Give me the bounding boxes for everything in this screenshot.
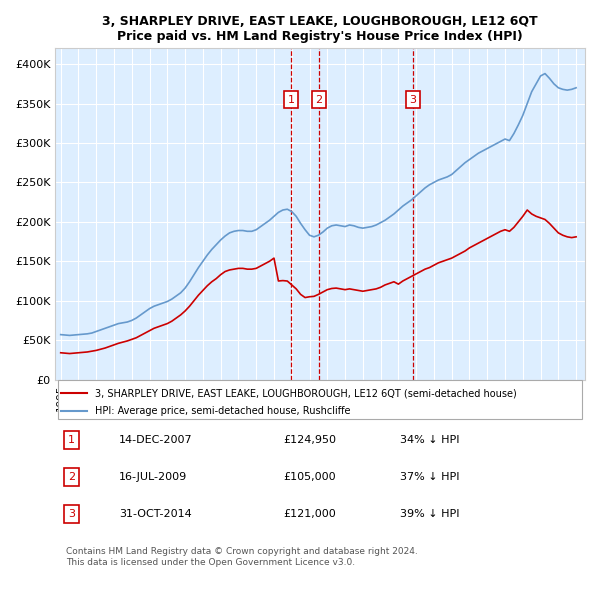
Title: 3, SHARPLEY DRIVE, EAST LEAKE, LOUGHBOROUGH, LE12 6QT
Price paid vs. HM Land Reg: 3, SHARPLEY DRIVE, EAST LEAKE, LOUGHBORO…: [103, 15, 538, 43]
Text: 1: 1: [68, 435, 75, 445]
Text: 34% ↓ HPI: 34% ↓ HPI: [400, 435, 459, 445]
Text: £121,000: £121,000: [283, 509, 336, 519]
Text: 2: 2: [68, 472, 75, 482]
FancyBboxPatch shape: [58, 381, 583, 418]
Text: 37% ↓ HPI: 37% ↓ HPI: [400, 472, 459, 482]
Text: £124,950: £124,950: [283, 435, 336, 445]
Text: 3: 3: [410, 94, 416, 104]
Text: HPI: Average price, semi-detached house, Rushcliffe: HPI: Average price, semi-detached house,…: [95, 407, 350, 417]
Text: 31-OCT-2014: 31-OCT-2014: [119, 509, 191, 519]
Text: 39% ↓ HPI: 39% ↓ HPI: [400, 509, 459, 519]
Text: 16-JUL-2009: 16-JUL-2009: [119, 472, 187, 482]
Text: 3, SHARPLEY DRIVE, EAST LEAKE, LOUGHBOROUGH, LE12 6QT (semi-detached house): 3, SHARPLEY DRIVE, EAST LEAKE, LOUGHBORO…: [95, 388, 517, 398]
Text: 14-DEC-2007: 14-DEC-2007: [119, 435, 193, 445]
Text: 3: 3: [68, 509, 75, 519]
Text: 1: 1: [287, 94, 295, 104]
Text: Contains HM Land Registry data © Crown copyright and database right 2024.
This d: Contains HM Land Registry data © Crown c…: [66, 547, 418, 566]
Text: £105,000: £105,000: [283, 472, 336, 482]
Text: 2: 2: [316, 94, 323, 104]
